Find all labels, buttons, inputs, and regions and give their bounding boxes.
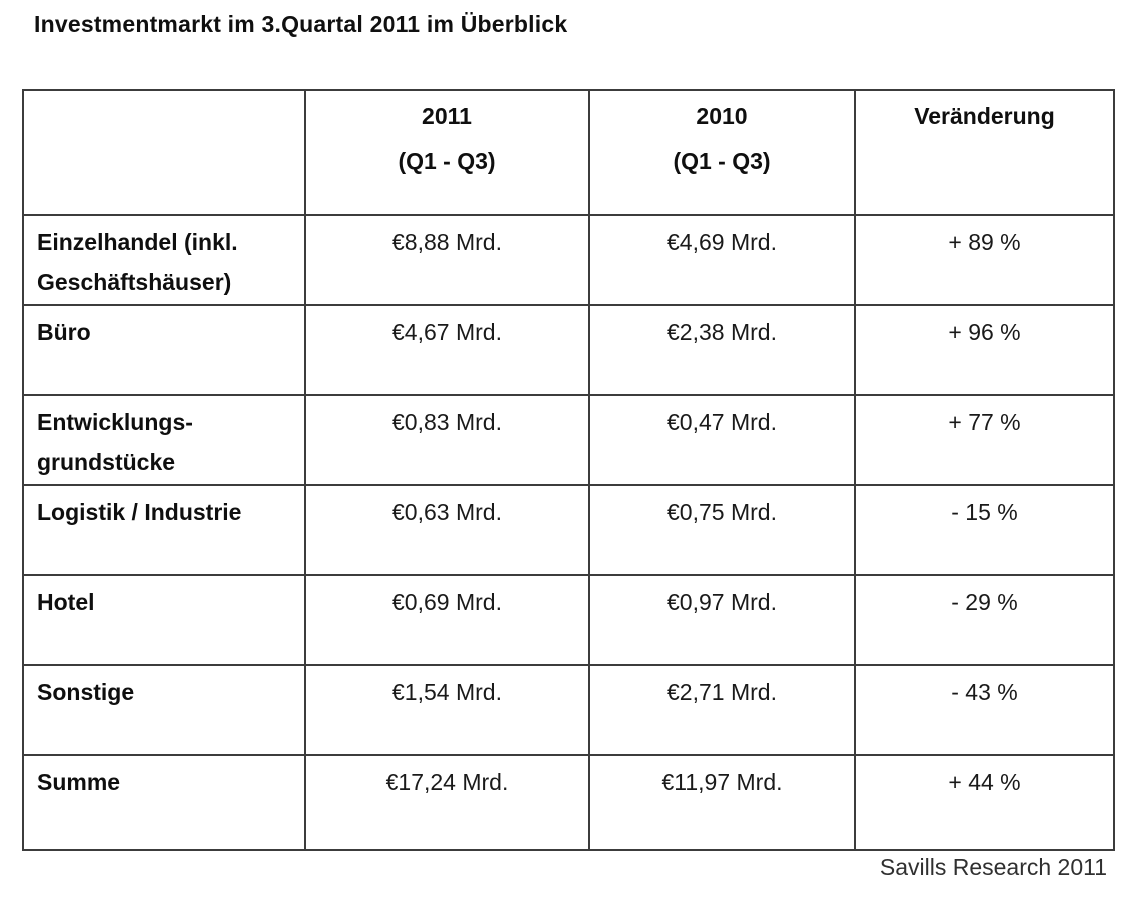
value-2010: €11,97 Mrd. <box>588 754 856 851</box>
header-empty-cell <box>22 89 306 216</box>
value-2010: €0,75 Mrd. <box>588 484 856 576</box>
row-label-line1: Entwicklungs- <box>37 409 193 435</box>
table-row-summe: Summe €17,24 Mrd. €11,97 Mrd. + 44 % <box>22 754 1115 851</box>
row-label: Summe <box>22 754 306 851</box>
value-2010: €2,38 Mrd. <box>588 304 856 396</box>
value-2011: €8,88 Mrd. <box>304 214 590 306</box>
value-2011: €17,24 Mrd. <box>304 754 590 851</box>
row-label: Sonstige <box>22 664 306 756</box>
row-label-line1: Logistik / Industrie <box>37 499 242 525</box>
row-label-line1: Summe <box>37 769 121 795</box>
value-2011: €0,83 Mrd. <box>304 394 590 486</box>
row-label-line1: Sonstige <box>37 679 135 705</box>
table-row-sonstige: Sonstige €1,54 Mrd. €2,71 Mrd. - 43 % <box>22 664 1115 756</box>
value-change: + 77 % <box>854 394 1115 486</box>
page-title: Investmentmarkt im 3.Quartal 2011 im Übe… <box>34 11 568 37</box>
header-2010-year: 2010 <box>696 103 748 129</box>
table-row-entwicklungsgrundstuecke: Entwicklungs- grundstücke €0,83 Mrd. €0,… <box>22 394 1115 486</box>
source-credit: Savills Research 2011 <box>879 854 1107 880</box>
row-label-line1: Hotel <box>37 589 95 615</box>
row-label-line1: Einzelhandel (inkl. <box>37 229 238 255</box>
value-2010: €2,71 Mrd. <box>588 664 856 756</box>
row-label: Hotel <box>22 574 306 666</box>
header-2011: 2011 (Q1 - Q3) <box>304 89 590 216</box>
header-2011-year: 2011 <box>422 103 472 129</box>
table-row-logistik-industrie: Logistik / Industrie €0,63 Mrd. €0,75 Mr… <box>22 484 1115 576</box>
table-row-buero: Büro €4,67 Mrd. €2,38 Mrd. + 96 % <box>22 304 1115 396</box>
header-2010: 2010 (Q1 - Q3) <box>588 89 856 216</box>
row-label: Entwicklungs- grundstücke <box>22 394 306 486</box>
value-2011: €4,67 Mrd. <box>304 304 590 396</box>
row-label-line1: Büro <box>37 319 91 345</box>
header-2010-quarters: (Q1 - Q3) <box>673 148 771 174</box>
value-change: + 96 % <box>854 304 1115 396</box>
row-label: Büro <box>22 304 306 396</box>
value-2011: €0,69 Mrd. <box>304 574 590 666</box>
row-label-line2: Geschäftshäuser) <box>37 269 232 295</box>
value-change: - 29 % <box>854 574 1115 666</box>
table-row-einzelhandel: Einzelhandel (inkl. Geschäftshäuser) €8,… <box>22 214 1115 306</box>
value-2010: €0,97 Mrd. <box>588 574 856 666</box>
row-label: Einzelhandel (inkl. Geschäftshäuser) <box>22 214 306 306</box>
row-label: Logistik / Industrie <box>22 484 306 576</box>
table-header-row: 2011 (Q1 - Q3) 2010 (Q1 - Q3) Veränderun… <box>22 89 1115 216</box>
investment-market-table: 2011 (Q1 - Q3) 2010 (Q1 - Q3) Veränderun… <box>22 89 1115 851</box>
value-2010: €4,69 Mrd. <box>588 214 856 306</box>
value-change: - 43 % <box>854 664 1115 756</box>
value-2011: €0,63 Mrd. <box>304 484 590 576</box>
header-2011-quarters: (Q1 - Q3) <box>398 148 496 174</box>
value-change: + 44 % <box>854 754 1115 851</box>
value-2010: €0,47 Mrd. <box>588 394 856 486</box>
row-label-line2: grundstücke <box>37 449 176 475</box>
header-veraenderung: Veränderung <box>854 89 1115 216</box>
table-row-hotel: Hotel €0,69 Mrd. €0,97 Mrd. - 29 % <box>22 574 1115 666</box>
value-2011: €1,54 Mrd. <box>304 664 590 756</box>
value-change: - 15 % <box>854 484 1115 576</box>
value-change: + 89 % <box>854 214 1115 306</box>
